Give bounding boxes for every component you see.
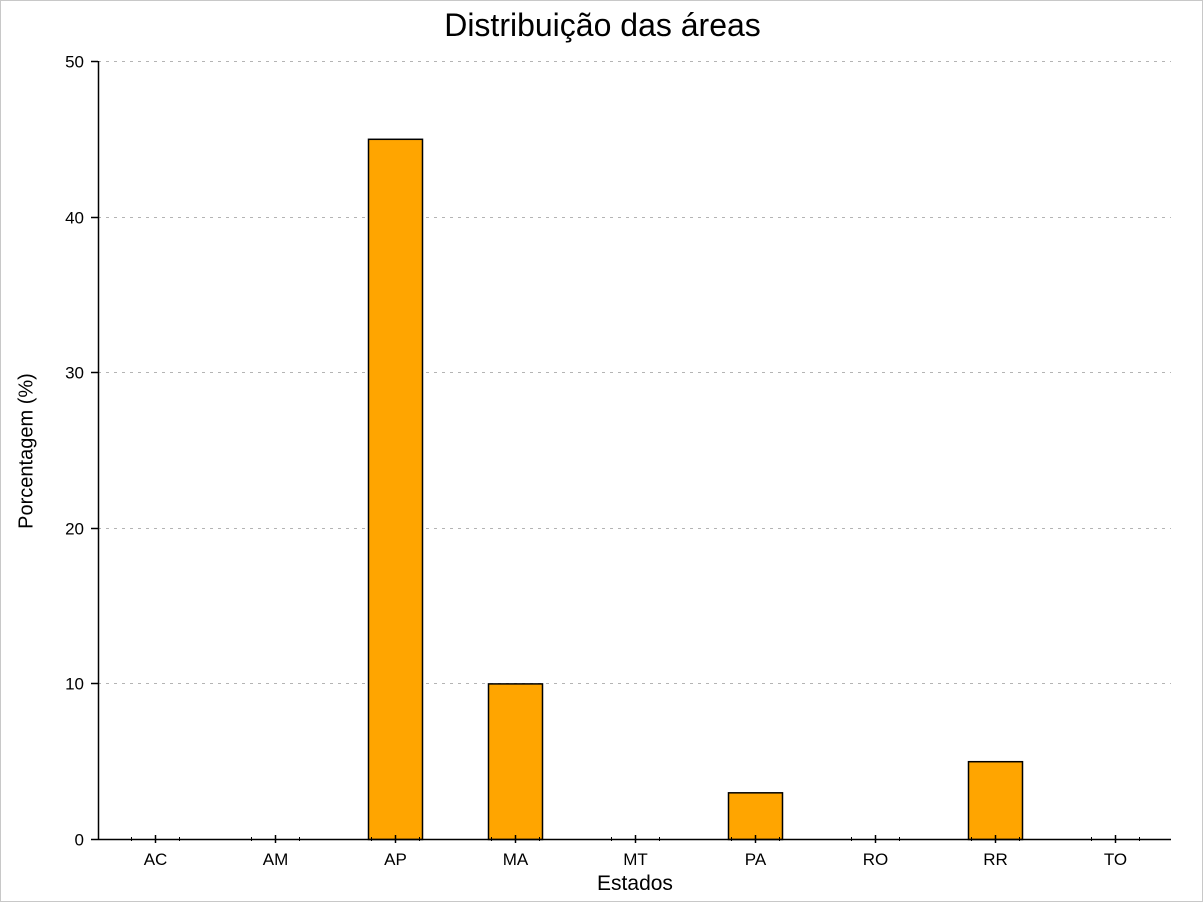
chart-title: Distribuição das áreas (444, 7, 761, 43)
bar-pa (727, 792, 784, 841)
y-axis-title: Porcentagem (%) (15, 373, 38, 529)
x-tick-label-mt: MT (623, 850, 648, 869)
gridlines (98, 61, 1171, 684)
y-tick-label: 10 (65, 675, 84, 694)
bar-rr (967, 760, 1024, 841)
y-ticks: 0 10 20 30 40 50 (65, 53, 98, 850)
x-tick-label-ma: MA (503, 850, 529, 869)
x-tick-label-ro: RO (863, 850, 889, 869)
x-ticks: AC AM AP MA MT PA RO RR TO (131, 835, 1140, 869)
x-tick-label-ap: AP (384, 850, 407, 869)
bar-ma (487, 683, 544, 841)
y-tick-label: 40 (65, 209, 84, 228)
x-tick-label-to: TO (1104, 850, 1127, 869)
bars (367, 138, 1024, 841)
x-tick-label-pa: PA (745, 850, 767, 869)
axes (97, 61, 1171, 841)
bar-ap (367, 138, 424, 841)
x-tick-label-ac: AC (144, 850, 168, 869)
y-tick-label: 0 (75, 831, 84, 850)
y-tick-label: 50 (65, 53, 84, 72)
y-tick-label: 30 (65, 364, 84, 383)
y-tick-label: 20 (65, 520, 84, 539)
x-tick-label-am: AM (263, 850, 289, 869)
x-tick-label-rr: RR (983, 850, 1008, 869)
x-axis-title: Estados (597, 872, 673, 895)
